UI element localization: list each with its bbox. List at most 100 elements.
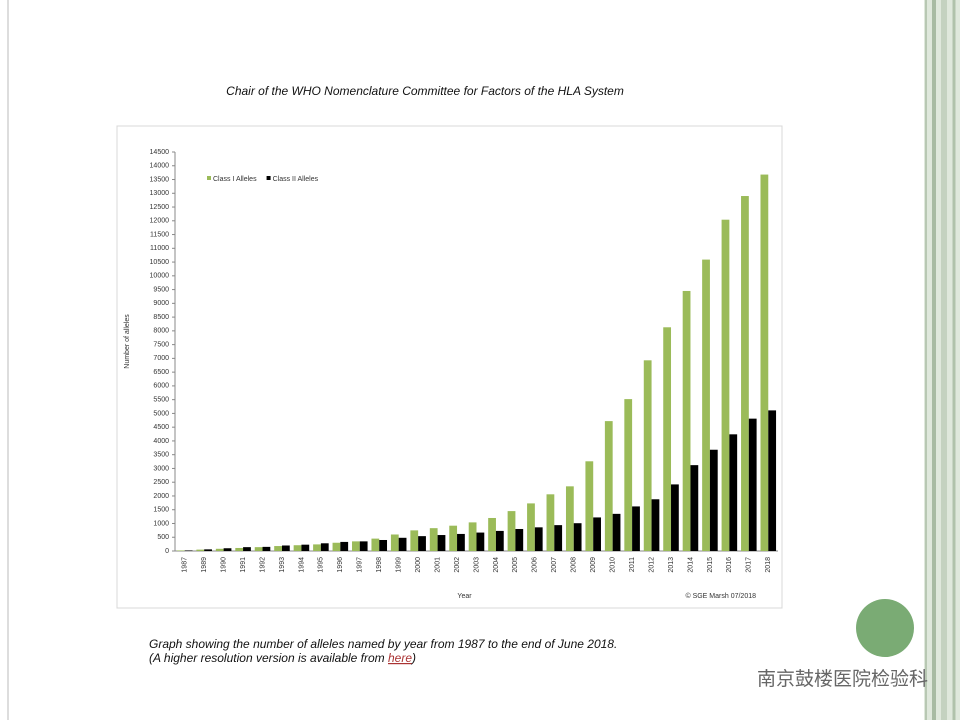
- bar: [527, 503, 535, 551]
- bar: [721, 219, 730, 551]
- bar: [604, 421, 613, 551]
- y-tick-label: 8500: [153, 314, 169, 321]
- y-tick-label: 10000: [150, 273, 170, 280]
- bar: [624, 399, 633, 551]
- x-tick-label: 1999: [396, 557, 403, 573]
- bar: [457, 533, 465, 551]
- y-tick-label: 14500: [150, 149, 170, 156]
- bar: [495, 530, 504, 551]
- x-tick-label: 2012: [648, 557, 655, 573]
- bar: [223, 548, 232, 551]
- y-tick-label: 13000: [150, 190, 170, 197]
- bar: [651, 499, 660, 551]
- x-tick-label: 1993: [279, 557, 286, 573]
- caption: Graph showing the number of alleles name…: [149, 637, 617, 651]
- x-tick-label: 1991: [240, 557, 247, 573]
- x-tick-label: 2000: [415, 557, 422, 573]
- x-tick-label: 1989: [201, 557, 208, 573]
- y-tick-label: 7500: [153, 341, 169, 348]
- y-tick-label: 1000: [153, 520, 169, 527]
- bar: [410, 530, 419, 551]
- bar: [235, 547, 244, 551]
- bar: [507, 511, 516, 551]
- x-tick-label: 1994: [298, 557, 305, 573]
- decor-circle: [856, 599, 914, 657]
- x-tick-label: 2015: [707, 557, 714, 573]
- bar: [196, 549, 205, 551]
- bar: [301, 544, 310, 551]
- caption-link[interactable]: here: [388, 651, 412, 665]
- bar: [585, 461, 594, 551]
- y-tick-label: 13500: [150, 176, 170, 183]
- bar: [371, 538, 380, 551]
- y-tick-label: 2500: [153, 479, 169, 486]
- caption-text: ): [410, 651, 416, 665]
- legend-swatch: [207, 176, 211, 180]
- caption-text: (A higher resolution version is availabl…: [149, 651, 388, 665]
- bar: [254, 547, 263, 551]
- x-tick-label: 2010: [610, 557, 617, 573]
- bar: [682, 290, 691, 551]
- bar: [332, 542, 341, 551]
- bar: [262, 546, 271, 551]
- credit: © SGE Marsh 07/2018: [685, 592, 756, 600]
- x-tick-label: 2007: [551, 557, 558, 573]
- bar: [671, 484, 679, 551]
- y-tick-label: 6000: [153, 383, 169, 390]
- bar: [768, 410, 777, 551]
- bar: [379, 539, 388, 551]
- x-tick-label: 2011: [629, 557, 636, 572]
- bar: [449, 525, 458, 551]
- bar: [663, 327, 672, 551]
- y-tick-label: 0: [165, 548, 169, 555]
- y-tick-label: 6500: [153, 369, 169, 376]
- x-tick-label: 1992: [259, 557, 266, 573]
- bar: [760, 174, 769, 551]
- bar: [709, 449, 718, 551]
- watermark: 南京鼓楼医院检验科: [757, 668, 928, 690]
- bar: [390, 534, 399, 551]
- bar: [748, 418, 757, 551]
- x-tick-label: 2016: [726, 557, 733, 573]
- bar: [418, 536, 426, 551]
- bar: [690, 465, 699, 551]
- bar: [468, 522, 477, 551]
- x-tick-label: 2013: [668, 557, 675, 573]
- bar: [573, 523, 582, 551]
- x-tick-label: 1997: [357, 557, 364, 573]
- y-axis-label: Number of alleles: [124, 314, 131, 369]
- x-axis-label: Year: [457, 593, 472, 600]
- y-tick-label: 10500: [150, 259, 170, 266]
- bar: [352, 541, 360, 551]
- bar: [281, 545, 290, 551]
- bar: [184, 550, 193, 551]
- bar: [398, 537, 407, 551]
- x-tick-label: 2003: [473, 557, 480, 573]
- header: Chair of the WHO Nomenclature Committee …: [226, 84, 624, 98]
- bar: [429, 528, 438, 551]
- y-tick-label: 11500: [150, 231, 169, 238]
- x-tick-label: 2014: [687, 557, 694, 573]
- x-tick-label: 2005: [512, 557, 519, 573]
- x-tick-label: 2002: [454, 557, 461, 573]
- x-tick-label: 2017: [746, 557, 753, 573]
- y-tick-label: 11000: [150, 245, 169, 252]
- y-tick-label: 8000: [153, 328, 169, 335]
- legend-label: Class II Alleles: [273, 176, 319, 183]
- bar: [340, 541, 349, 551]
- bar: [741, 196, 749, 551]
- bar: [643, 360, 652, 551]
- y-tick-label: 12500: [150, 204, 170, 211]
- bar: [488, 517, 496, 551]
- bar: [632, 506, 640, 551]
- bar: [293, 545, 302, 551]
- bar: [565, 486, 574, 551]
- y-tick-label: 9000: [153, 300, 169, 307]
- x-tick-label: 2006: [532, 557, 539, 573]
- bar: [313, 544, 321, 551]
- bar: [204, 549, 212, 551]
- y-tick-label: 2000: [153, 493, 169, 500]
- bar: [359, 541, 368, 551]
